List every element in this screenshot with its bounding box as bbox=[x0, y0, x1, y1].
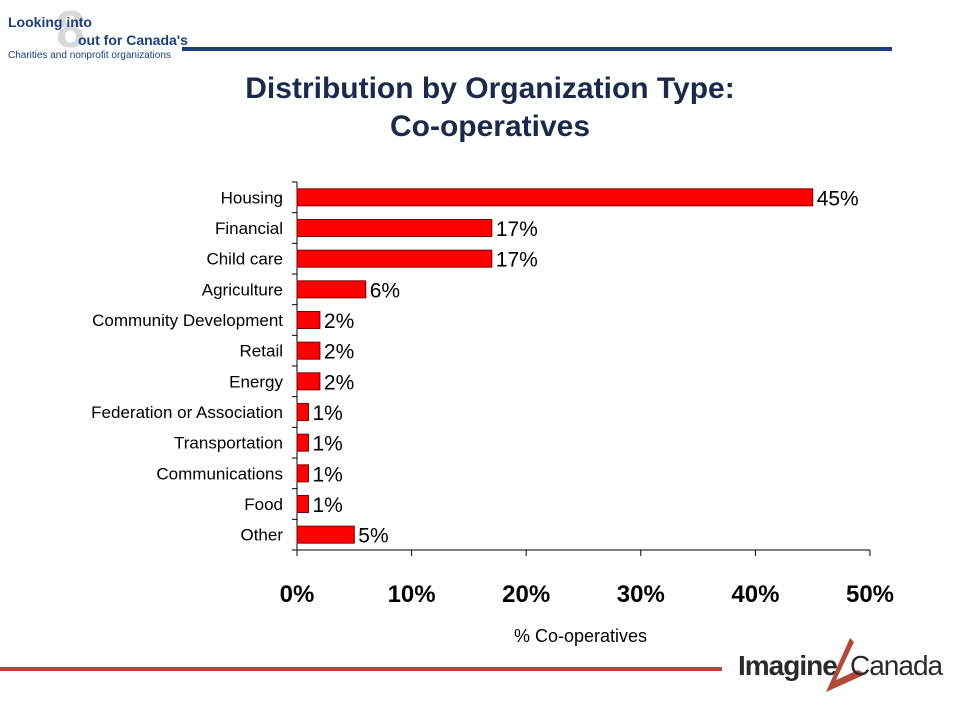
x-tick-label: 10% bbox=[388, 581, 436, 608]
x-tick-label: 20% bbox=[502, 581, 550, 608]
footer-rule bbox=[0, 667, 722, 671]
data-label: 5% bbox=[358, 525, 388, 548]
logo-line-2: out for Canada's bbox=[78, 32, 188, 48]
bar bbox=[296, 495, 309, 513]
category-label: Food bbox=[244, 495, 283, 514]
x-axis-title: % Co-operatives bbox=[514, 626, 647, 646]
category-label: Child care bbox=[206, 250, 283, 269]
data-label: 2% bbox=[324, 310, 354, 333]
category-label: Retail bbox=[240, 342, 283, 361]
bar bbox=[296, 525, 355, 544]
imagine-canada-logo: Imagine Canada bbox=[738, 638, 943, 700]
logo-word-canada: Canada bbox=[850, 650, 943, 681]
x-tick-label: 0% bbox=[280, 581, 315, 608]
logo-line-1: Looking into bbox=[8, 14, 92, 30]
x-tick-label: 40% bbox=[731, 581, 779, 608]
data-label: 2% bbox=[324, 341, 354, 364]
chart-title-block: Distribution by Organization Type: Co-op… bbox=[130, 70, 850, 146]
data-label: 17% bbox=[496, 218, 538, 241]
bar bbox=[296, 280, 367, 299]
bar bbox=[296, 219, 493, 237]
logo-line-3: Charities and nonprofit organizations bbox=[8, 50, 171, 61]
data-label: 1% bbox=[312, 402, 342, 425]
data-label: 17% bbox=[496, 249, 538, 272]
bar bbox=[296, 403, 309, 421]
data-label: 2% bbox=[324, 371, 354, 394]
category-label: Energy bbox=[229, 372, 283, 391]
survey-logo: 8 Looking into out for Canada's Charitie… bbox=[4, 1, 188, 66]
logo-mark-icon bbox=[826, 638, 866, 692]
bar bbox=[296, 433, 309, 452]
bar bbox=[296, 341, 321, 360]
bar bbox=[296, 372, 321, 391]
category-label: Community Development bbox=[92, 311, 283, 330]
chart-subtitle: Co-operatives bbox=[389, 110, 591, 143]
data-label: 6% bbox=[370, 279, 400, 302]
x-tick-label: 30% bbox=[617, 581, 665, 608]
category-label: Other bbox=[240, 526, 283, 545]
chart-title: Distribution by Organization Type: bbox=[245, 72, 735, 105]
x-tick-label: 50% bbox=[846, 581, 894, 608]
bar bbox=[296, 188, 814, 207]
category-label: Federation or Association bbox=[91, 403, 283, 422]
data-label: 1% bbox=[312, 463, 342, 486]
logo-numeral: 8 bbox=[56, 1, 85, 59]
category-label: Communications bbox=[156, 464, 283, 483]
logo-word-imagine: Imagine bbox=[738, 650, 838, 681]
data-label: 1% bbox=[312, 433, 342, 456]
bar bbox=[296, 464, 309, 483]
data-label: 1% bbox=[312, 494, 342, 517]
data-label: 45% bbox=[817, 187, 859, 210]
header-rule bbox=[182, 47, 892, 51]
category-label: Transportation bbox=[174, 434, 283, 453]
bar bbox=[296, 249, 493, 268]
category-label: Financial bbox=[215, 219, 283, 238]
category-label: Agriculture bbox=[202, 280, 283, 299]
category-label: Housing bbox=[221, 188, 283, 207]
bar bbox=[296, 311, 321, 329]
